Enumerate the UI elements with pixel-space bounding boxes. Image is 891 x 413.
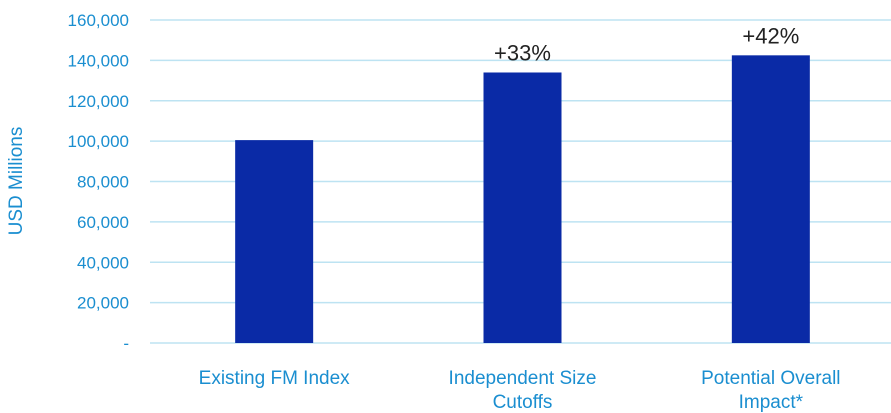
data-labels: +33% +42% — [494, 23, 799, 65]
y-axis-label: USD Millions — [6, 127, 27, 236]
bar — [483, 72, 562, 344]
x-tick-label: Potential Overall — [701, 368, 840, 389]
y-tick-label: 120,000 — [68, 92, 129, 111]
y-tick-label: 160,000 — [68, 11, 129, 30]
data-label: +33% — [494, 40, 551, 65]
x-tick-label: Cutoffs — [493, 392, 553, 413]
y-tick-label: - — [123, 334, 129, 353]
x-tick-label: Existing FM Index — [199, 368, 350, 389]
y-tick-label: 100,000 — [68, 132, 129, 151]
y-axis-ticks: - 20,000 40,000 60,000 80,000 100,000 120,000 1… — [68, 11, 129, 353]
bar — [731, 55, 810, 343]
y-tick-label: 20,000 — [77, 294, 129, 313]
bars — [235, 55, 810, 344]
y-tick-label: 40,000 — [77, 253, 129, 272]
bar — [235, 140, 314, 343]
data-label: +42% — [742, 23, 799, 48]
y-tick-label: 60,000 — [77, 213, 129, 232]
x-axis-ticks: Existing FM Index Independent Size Cutoffs… — [199, 368, 841, 413]
x-tick-label: Impact* — [739, 392, 804, 413]
x-tick-label: Independent Size — [449, 368, 597, 389]
y-tick-label: 140,000 — [68, 51, 129, 70]
y-tick-label: 80,000 — [77, 173, 129, 192]
